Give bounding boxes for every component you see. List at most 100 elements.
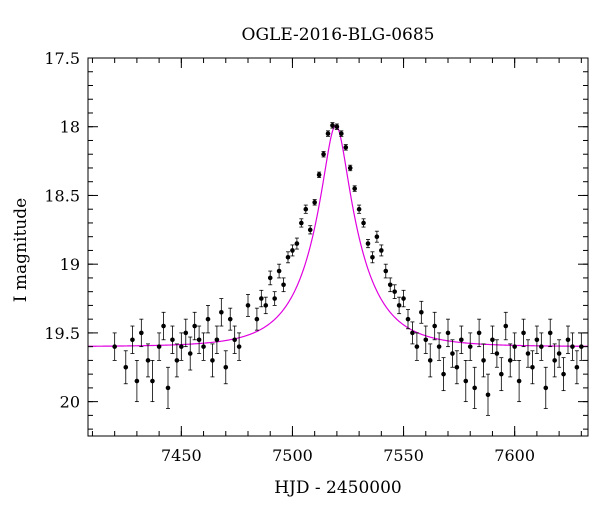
data-point xyxy=(227,307,233,331)
data-point xyxy=(427,343,433,378)
data-point xyxy=(445,318,451,348)
data-point xyxy=(130,325,135,354)
data-marker xyxy=(210,358,215,363)
y-tick-label: 20 xyxy=(60,393,80,412)
data-point xyxy=(476,318,482,348)
data-marker xyxy=(150,378,155,384)
data-point xyxy=(539,332,544,361)
data-point xyxy=(263,296,269,315)
data-marker xyxy=(312,200,317,205)
data-marker xyxy=(170,337,175,343)
data-marker xyxy=(494,351,500,356)
data-point xyxy=(201,332,206,361)
data-point xyxy=(343,144,349,151)
model-curve xyxy=(88,124,588,347)
data-point xyxy=(481,343,486,378)
data-point xyxy=(290,244,295,257)
data-marker xyxy=(441,371,446,377)
data-point xyxy=(472,366,477,409)
data-marker xyxy=(467,344,473,349)
data-point xyxy=(494,339,500,368)
data-marker xyxy=(161,323,166,329)
data-marker xyxy=(347,165,353,171)
data-marker xyxy=(454,364,460,370)
data-point xyxy=(521,318,526,348)
y-axis-label: I magnitude xyxy=(11,198,31,302)
data-marker xyxy=(196,337,202,343)
data-marker xyxy=(419,309,424,315)
data-point xyxy=(321,151,326,158)
data-point xyxy=(356,204,362,214)
data-point xyxy=(419,300,424,324)
y-tick-label: 17.5 xyxy=(44,49,80,68)
data-point xyxy=(547,318,553,348)
data-marker xyxy=(343,145,349,150)
data-point xyxy=(161,311,166,341)
data-marker xyxy=(445,330,451,336)
data-marker xyxy=(476,330,482,336)
data-marker xyxy=(174,358,180,363)
data-point xyxy=(139,318,144,348)
data-marker xyxy=(299,220,304,226)
data-point xyxy=(499,357,504,392)
data-marker xyxy=(307,227,313,233)
data-marker xyxy=(547,330,553,336)
data-point xyxy=(223,350,229,385)
data-point xyxy=(123,350,129,385)
plot-frame xyxy=(87,57,589,437)
data-marker xyxy=(201,344,206,349)
data-marker xyxy=(459,337,464,343)
data-marker xyxy=(450,351,455,356)
data-marker xyxy=(579,344,584,349)
data-marker xyxy=(130,337,135,343)
data-marker xyxy=(423,337,429,343)
data-point xyxy=(370,251,375,264)
data-marker xyxy=(561,371,566,377)
data-point xyxy=(245,294,251,317)
data-marker xyxy=(321,151,326,157)
data-point xyxy=(512,332,517,361)
data-point xyxy=(276,263,282,279)
data-marker xyxy=(374,234,380,239)
data-point xyxy=(534,325,540,354)
data-marker xyxy=(267,275,273,281)
data-marker xyxy=(263,303,269,308)
data-marker xyxy=(325,131,331,136)
data-point xyxy=(165,366,171,409)
data-marker xyxy=(539,344,544,349)
data-marker xyxy=(290,248,295,253)
data-marker xyxy=(352,186,357,191)
data-marker xyxy=(463,378,469,384)
data-point xyxy=(232,325,237,354)
data-point xyxy=(316,171,322,178)
data-point xyxy=(516,359,522,403)
data-marker xyxy=(485,392,491,398)
data-marker xyxy=(316,172,322,178)
data-point xyxy=(330,122,335,129)
y-tick-label: 19.5 xyxy=(44,324,80,343)
data-marker xyxy=(370,255,375,260)
data-marker xyxy=(507,358,513,363)
data-point xyxy=(383,263,389,279)
data-marker xyxy=(156,344,162,349)
data-point xyxy=(285,251,291,264)
data-marker xyxy=(339,131,344,136)
data-point xyxy=(150,359,155,403)
x-tick-label: 7500 xyxy=(272,446,313,465)
data-marker xyxy=(192,323,197,329)
data-point xyxy=(134,359,140,403)
data-point xyxy=(405,309,411,330)
data-marker xyxy=(205,316,211,322)
data-point xyxy=(254,307,260,331)
data-marker xyxy=(414,344,420,349)
data-marker xyxy=(123,364,129,370)
data-point xyxy=(454,350,460,385)
data-marker xyxy=(223,364,229,370)
data-marker xyxy=(272,296,277,301)
data-point xyxy=(556,339,562,368)
data-point xyxy=(187,336,193,371)
data-marker xyxy=(556,351,562,356)
data-point xyxy=(374,230,380,243)
data-point xyxy=(574,350,580,385)
